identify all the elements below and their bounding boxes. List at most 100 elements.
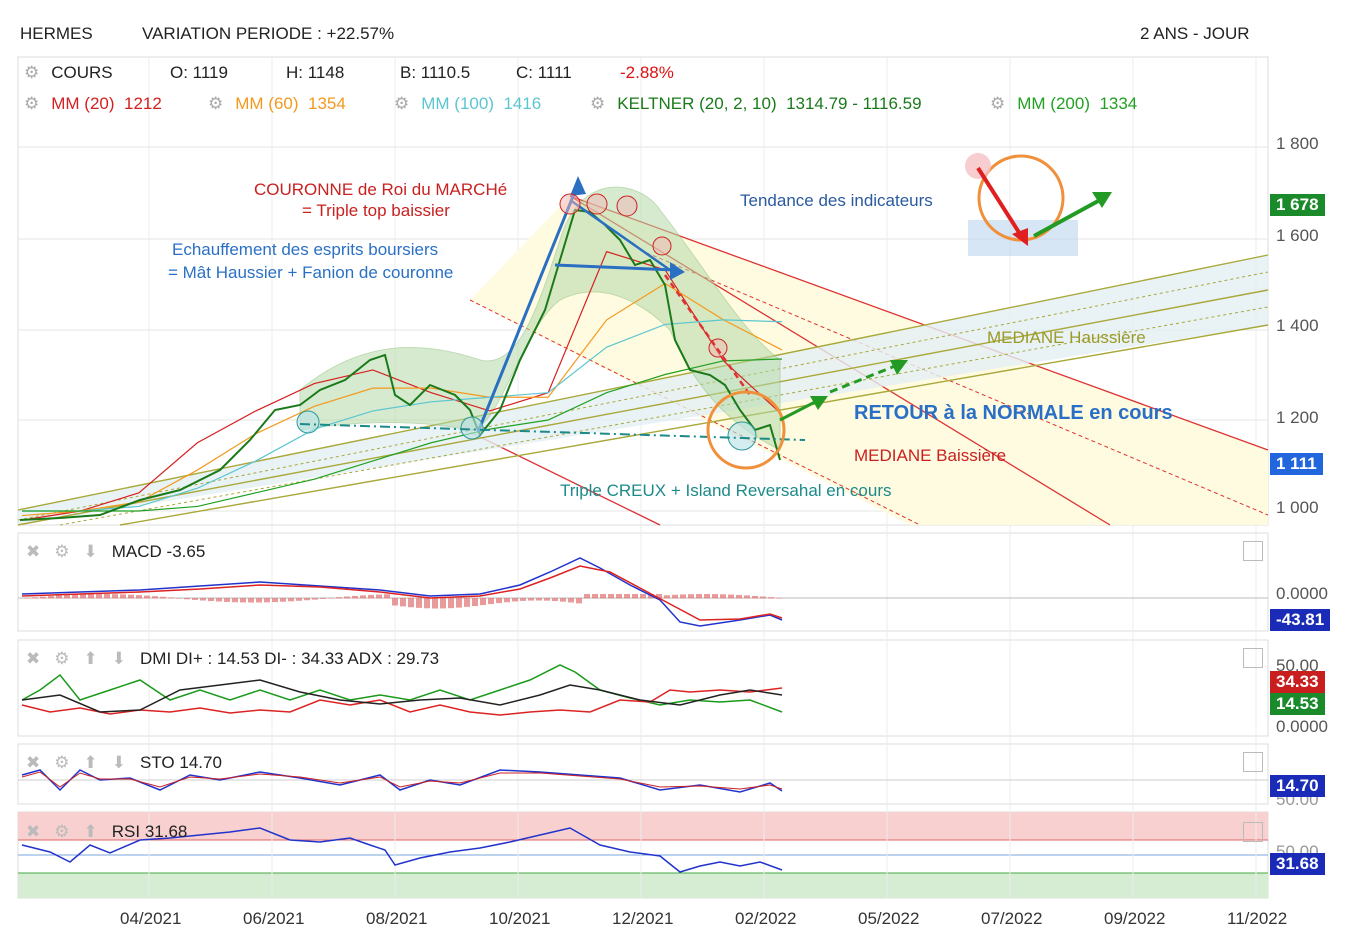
x-tick: 12/2021 [612,909,674,928]
arrow-up-icon[interactable]: ⬆ [83,822,98,841]
annotation-tendance: Tendance des indicateurs [740,191,933,210]
bullish-inner-2 [59,306,1269,526]
rsi-badge: 31.68 [1270,853,1325,875]
arrow-down-icon[interactable]: ⬇ [111,753,126,772]
macd-histogram [24,594,782,609]
rsi-label: RSI [111,822,141,841]
gear-icon[interactable]: ⚙ [54,542,70,561]
indicator-keltner: ⚙ KELTNER (20, 2, 10) 1314.79 - 1116.59 [590,94,922,114]
rsi-overbought-zone [18,812,1268,840]
macd-hist-bar [80,594,86,599]
macd-hist-bar [696,594,702,599]
macd-hist-bar [48,596,54,599]
indicator-label: MM (100) [421,94,494,113]
gear-icon[interactable]: ⚙ [54,822,70,841]
macd-hist-bar [704,594,710,599]
gear-icon[interactable]: ⚙ [24,63,40,82]
quote-change: -2.88% [620,63,674,82]
quote-label: COURS [51,63,113,82]
maximize-icon[interactable] [1243,752,1263,772]
macd-hist-bar [360,595,366,599]
macd-hist-bar [712,594,718,599]
macd-hist-bar [584,594,590,599]
macd-hist-bar [752,595,758,599]
macd-hist-bar [384,594,390,599]
arrow-up-icon[interactable]: ⬆ [83,649,98,668]
macd-hist-bar [600,594,606,599]
indicator-mm200: ⚙ MM (200) 1334 [990,94,1137,114]
macd-axis-zero: 0.0000 [1276,584,1328,603]
macd-hist-bar [72,594,78,599]
maximize-icon[interactable] [1243,822,1263,842]
annotation-couronne-2: = Triple top baissier [302,201,450,220]
macd-hist-bar [352,595,358,599]
gear-icon[interactable]: ⚙ [208,94,224,113]
sto-title: ✖ ⚙ ⬆ ⬇ STO 14.70 [26,753,222,773]
macd-hist-bar [632,594,638,599]
gear-icon[interactable]: ⚙ [590,94,606,113]
x-tick: 07/2022 [981,909,1043,928]
indicator-value: 1212 [123,94,162,113]
gear-icon[interactable]: ⚙ [54,753,70,772]
tendance-green-arrow [1033,198,1101,238]
close-icon[interactable]: ✖ [26,822,41,841]
macd-hist-bar [312,598,318,600]
macd-hist-bar [184,598,190,600]
maximize-icon[interactable] [1243,541,1263,561]
close-icon[interactable]: ✖ [26,649,41,668]
dmi-axis-bottom: 0.0000 [1276,717,1328,736]
sto-d-line [21,771,783,790]
macd-hist-bar [504,598,510,603]
gear-icon[interactable]: ⚙ [54,649,70,668]
x-tick: 05/2022 [858,909,920,928]
gear-icon[interactable]: ⚙ [24,94,40,113]
macd-hist-bar [768,597,774,599]
gear-icon[interactable]: ⚙ [990,94,1006,113]
macd-hist-bar [688,594,694,599]
mast-line [476,183,580,433]
arrow-down-icon[interactable]: ⬇ [111,649,126,668]
macd-hist-bar [464,598,470,607]
macd-hist-bar [136,595,142,599]
trough-2 [460,416,484,440]
crown-top-3 [616,195,638,217]
gear-icon[interactable]: ⚙ [394,94,410,113]
tendance-red-arrow-head [1012,228,1028,246]
annotation-mediane-haussiere: MEDIANE Haussière [987,328,1146,347]
macd-title: ✖ ⚙ ⬇ MACD -3.65 [26,542,205,562]
series-mm-20- [21,250,783,521]
macd-hist-bar [728,594,734,599]
close-icon[interactable]: ✖ [26,542,41,561]
sto-k-line [21,769,783,793]
annotation-echauffement-2: = Mât Haussier + Fanion de couronne [168,263,454,282]
x-tick: 06/2021 [243,909,305,928]
macd-hist-bar [520,598,526,601]
macd-hist-bar [416,598,422,608]
green-arrow-1-head [810,396,828,410]
price-badge-top: 1 678 [1270,194,1325,216]
macd-hist-bar [152,596,158,599]
macd-hist-bar [744,595,750,599]
macd-hist-bar [216,598,222,602]
rsi-oversold-zone [18,873,1268,898]
arrow-up-icon[interactable]: ⬆ [83,753,98,772]
arrow-down-icon[interactable]: ⬇ [83,542,98,561]
macd-hist-bar [96,594,102,599]
period-selector[interactable]: 2 ANS - JOUR [1140,24,1250,43]
macd-signal-line [21,565,783,621]
macd-pane-frame [17,532,1269,632]
macd-hist-bar [168,597,174,599]
macd-hist-bar [488,598,494,605]
reversal-circle [706,390,786,470]
macd-hist-bar [24,598,30,599]
x-tick: 11/2022 [1227,909,1288,928]
close-icon[interactable]: ✖ [26,753,41,772]
maximize-icon[interactable] [1243,648,1263,668]
macd-hist-bar [272,598,278,603]
macd-hist-bar [192,598,198,600]
macd-hist-bar [736,594,742,599]
macd-hist-bar [64,595,70,599]
tendance-red-arrow [976,166,1022,236]
trough-1 [296,410,320,434]
